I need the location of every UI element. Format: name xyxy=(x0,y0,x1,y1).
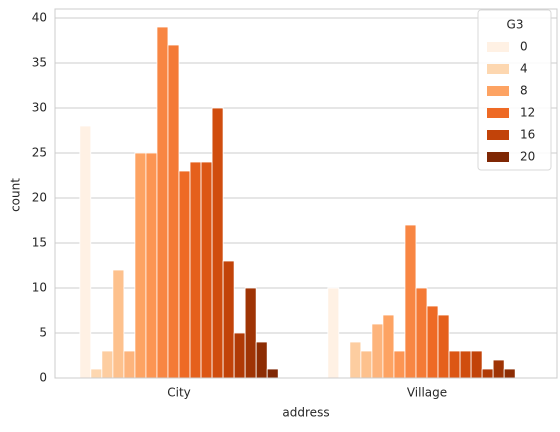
x-axis-label: address xyxy=(282,406,329,420)
bar xyxy=(90,368,103,379)
bar xyxy=(393,350,406,379)
bar xyxy=(448,350,461,379)
bar xyxy=(437,314,450,379)
plot-frame xyxy=(54,8,558,379)
legend-swatch xyxy=(487,108,509,118)
bar xyxy=(244,287,257,379)
legend-swatch xyxy=(487,86,509,96)
y-tick-label: 20 xyxy=(32,191,47,205)
y-tick-label: 15 xyxy=(32,236,47,250)
bar xyxy=(382,314,395,379)
legend-label: 8 xyxy=(520,84,528,98)
legend-label: 4 xyxy=(520,62,528,76)
bar xyxy=(404,224,417,379)
legend-swatch xyxy=(487,64,509,74)
bar xyxy=(222,260,235,379)
bar xyxy=(156,26,169,379)
bar xyxy=(327,287,340,379)
bar xyxy=(134,152,147,379)
bar xyxy=(233,332,246,379)
y-tick-label: 5 xyxy=(39,326,47,340)
bar xyxy=(255,341,268,379)
y-tick-label: 25 xyxy=(32,146,47,160)
bar xyxy=(266,368,279,379)
bar xyxy=(189,161,202,379)
legend-label: 12 xyxy=(520,106,535,120)
bar xyxy=(470,350,483,379)
bar xyxy=(167,44,180,379)
y-tick-label: 35 xyxy=(32,56,47,70)
bar xyxy=(426,305,439,379)
y-tick-label: 30 xyxy=(32,101,47,115)
legend: G3 0 4 8 12 16 20 xyxy=(477,9,552,171)
bar xyxy=(211,107,224,379)
bar xyxy=(178,170,191,379)
bar xyxy=(101,350,114,379)
x-tick-label: City xyxy=(167,386,191,400)
bar xyxy=(145,152,158,379)
bar xyxy=(349,341,362,379)
bar xyxy=(481,368,494,379)
legend-swatch xyxy=(487,130,509,140)
legend-title: G3 xyxy=(507,18,524,32)
y-tick-label: 40 xyxy=(32,11,47,25)
bar xyxy=(200,161,213,379)
y-axis-label: count xyxy=(9,178,23,212)
bar xyxy=(415,287,428,379)
y-tick-label: 10 xyxy=(32,281,47,295)
bar xyxy=(112,269,125,379)
bar xyxy=(360,350,373,379)
legend-label: 20 xyxy=(520,150,535,164)
legend-label: 0 xyxy=(520,40,528,54)
bar xyxy=(371,323,384,379)
legend-swatch xyxy=(487,152,509,162)
y-tick-label: 0 xyxy=(39,371,47,385)
bar xyxy=(123,350,136,379)
x-tick-label: Village xyxy=(407,386,447,400)
bar xyxy=(79,125,92,379)
legend-swatch xyxy=(487,42,509,52)
bar xyxy=(459,350,472,379)
bar xyxy=(492,359,505,379)
bar xyxy=(503,368,516,379)
legend-label: 16 xyxy=(520,128,535,142)
